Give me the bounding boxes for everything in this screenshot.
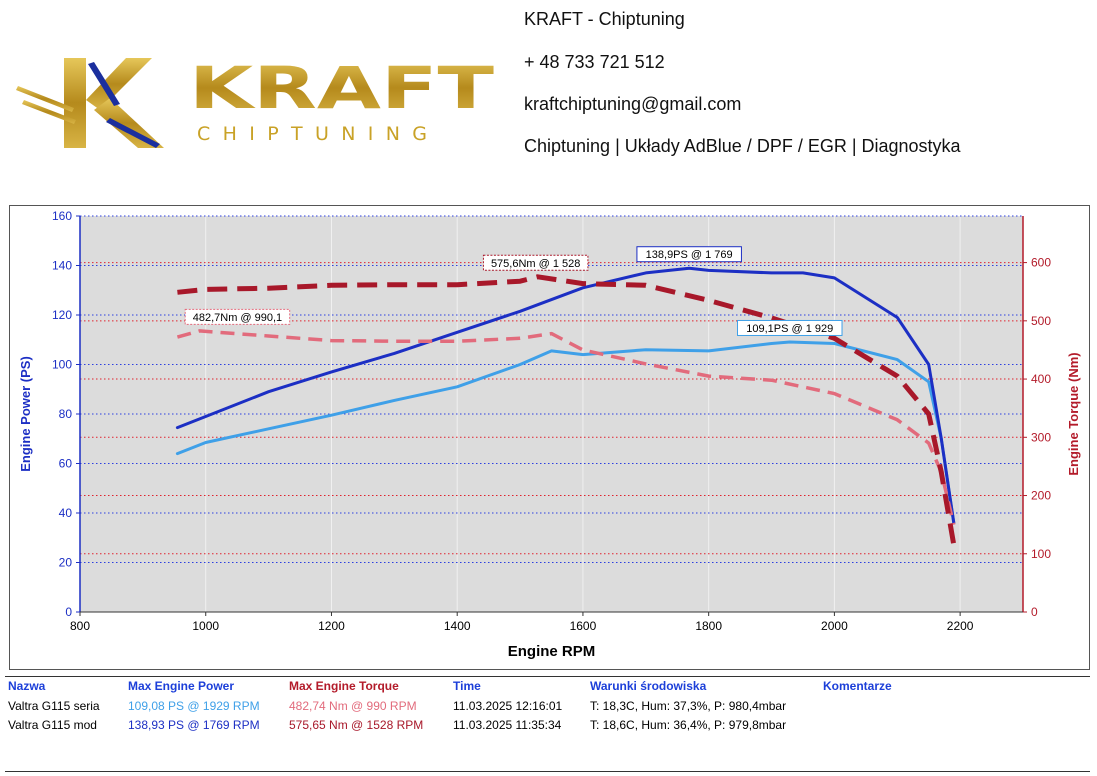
- contact-company: KRAFT - Chiptuning: [524, 9, 685, 29]
- row-mod-conditions: T: 18,6C, Hum: 36,4%, P: 979,8mbar: [590, 718, 787, 732]
- header-time: Time: [453, 679, 481, 693]
- k-emblem-slash-4: [106, 118, 160, 148]
- y-tick-label: 40: [59, 506, 73, 520]
- y2-tick-label: 300: [1031, 430, 1051, 444]
- y-tick-label: 120: [52, 308, 72, 322]
- y2-tick-label: 100: [1031, 547, 1051, 561]
- dyno-chart: 800 1000 1200 1400 1600 1800 2000 2200020406080…: [18, 209, 1081, 660]
- y2-tick-label: 200: [1031, 489, 1051, 503]
- k-emblem-slash-1: [16, 86, 74, 112]
- k-emblem-stem: [64, 58, 86, 148]
- x-tick-label: 1400: [444, 619, 471, 633]
- logo-brand-word: KRAFT: [189, 54, 495, 122]
- row-mod-power: 138,93 PS @ 1769 RPM: [128, 718, 260, 732]
- dyno-chart-panel: 800 1000 1200 1400 1600 1800 2000 2200 0 20 40 60 80…: [9, 205, 1090, 670]
- y-tick-label: 20: [59, 556, 73, 570]
- annotation-label: 138,9PS @ 1 769: [646, 249, 733, 261]
- row-stock-torque: 482,74 Nm @ 990 RPM: [289, 699, 417, 713]
- y2-tick-label: 400: [1031, 372, 1051, 386]
- row-mod-name: Valtra G115 mod: [8, 718, 97, 732]
- header-conditions: Warunki środowiska: [590, 679, 707, 693]
- series-torque-stock-line: [176, 329, 956, 526]
- annotation-box: [184, 308, 291, 325]
- annotation-box: [636, 246, 742, 263]
- header-max-torque: Max Engine Torque: [289, 679, 399, 693]
- y2-tick-label: 0: [1031, 605, 1038, 619]
- k-emblem-upper-arm: [86, 58, 152, 110]
- row-stock-name: Valtra G115 seria: [8, 699, 100, 713]
- x-tick-label: 800: [70, 619, 90, 633]
- logo-brand-sub: CHIPTUNING: [197, 123, 427, 145]
- row-stock-conditions: T: 18,3C, Hum: 37,3%, P: 980,4mbar: [590, 699, 787, 713]
- y-tick-label: 60: [59, 457, 73, 471]
- y-tick-label: 160: [52, 209, 72, 223]
- series-power-mod-line: [175, 266, 956, 525]
- series-power-stock-line: [175, 340, 956, 525]
- x-tick-label: 2000: [821, 619, 848, 633]
- x-tick-label: 1800: [695, 619, 722, 633]
- row-mod-time: 11.03.2025 11:35:34: [453, 718, 562, 732]
- header-max-power: Max Engine Power: [128, 679, 235, 693]
- y2-tick-label: 500: [1031, 314, 1051, 328]
- y2-tick-label: 600: [1031, 256, 1051, 270]
- x-tick-label: 2200: [947, 619, 974, 633]
- k-emblem-lower-arm: [94, 98, 164, 148]
- y-tick-label: 80: [59, 407, 73, 421]
- y2-axis-label: Engine Torque (Nm): [1066, 352, 1081, 475]
- annotation-box: [482, 254, 589, 271]
- x-tick-label: 1000: [192, 619, 219, 633]
- page-header: KRAFT CHIPTUNING KRAFT - Chiptuning + 48…: [0, 0, 1097, 200]
- annotation-label: 482,7Nm @ 990,1: [193, 312, 282, 324]
- k-emblem-slash-2: [22, 100, 76, 124]
- kraft-logo: KRAFT CHIPTUNING: [16, 54, 495, 148]
- row-stock-time: 11.03.2025 12:16:01: [453, 699, 563, 713]
- k-emblem-slash-3: [88, 62, 120, 106]
- header-name: Nazwa: [8, 679, 46, 693]
- row-stock-power: 109,08 PS @ 1929 RPM: [128, 699, 260, 713]
- x-axis-label: Engine RPM: [508, 643, 596, 660]
- header-comments: Komentarze: [823, 679, 892, 693]
- series-torque-mod-line: [177, 274, 957, 546]
- y-tick-label: 140: [52, 259, 72, 273]
- x-tick-label: 1600: [570, 619, 597, 633]
- results-table: Nazwa Max Engine Power Max Engine Torque…: [5, 676, 1090, 772]
- y-tick-label: 0: [65, 605, 72, 619]
- contact-services: Chiptuning | Układy AdBlue / DPF / EGR |…: [524, 136, 961, 156]
- annotation-label: 109,1PS @ 1 929: [746, 323, 833, 335]
- annotation-label: 575,6Nm @ 1 528: [491, 258, 580, 270]
- contact-phone: + 48 733 721 512: [524, 52, 665, 72]
- y-axis-label: Engine Power (PS): [18, 356, 33, 472]
- contact-email: kraftchiptuning@gmail.com: [524, 94, 742, 114]
- x-tick-label: 1200: [318, 619, 345, 633]
- annotation-box: [737, 319, 843, 336]
- row-mod-torque: 575,65 Nm @ 1528 RPM: [289, 718, 424, 732]
- y-tick-label: 100: [52, 358, 72, 372]
